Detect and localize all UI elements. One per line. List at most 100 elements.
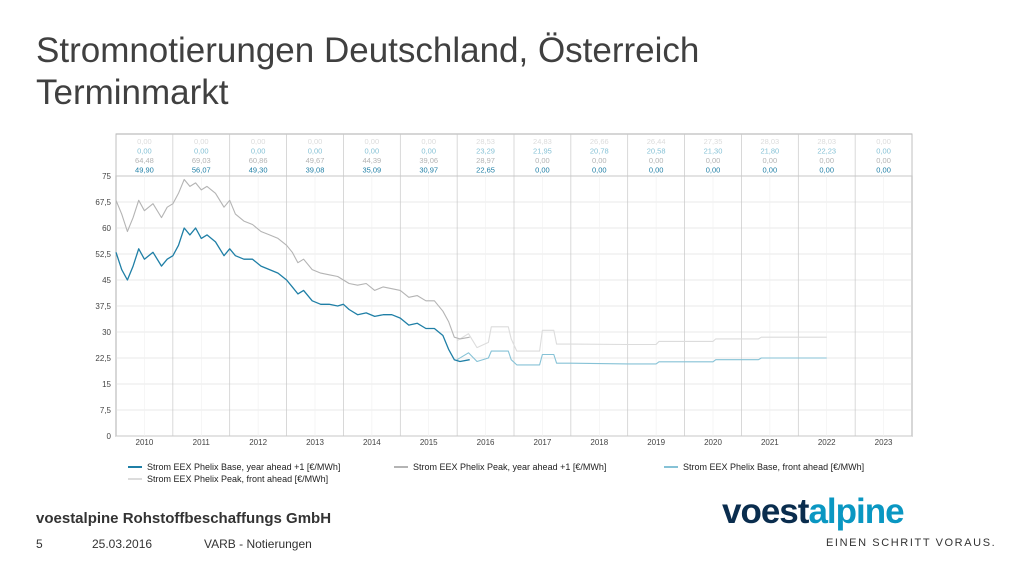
- table-value: 0,00: [251, 137, 266, 146]
- series-base-year-line: [115, 227, 470, 363]
- table-value: 21,95: [533, 147, 552, 156]
- x-tick-label: 2013: [306, 438, 324, 447]
- table-value: 0,00: [365, 147, 380, 156]
- legend-swatch: [394, 466, 408, 468]
- table-value: 26,44: [647, 137, 666, 146]
- x-tick-label: 2014: [363, 438, 381, 447]
- legend-label: Strom EEX Phelix Peak, year ahead +1 [€/…: [413, 462, 607, 472]
- footer-department: VARB - Notierungen: [204, 537, 312, 551]
- y-tick-label: 7,5: [100, 406, 112, 415]
- table-value: 0,00: [592, 166, 607, 175]
- table-value: 28,97: [476, 156, 495, 165]
- y-tick-label: 15: [102, 380, 111, 389]
- table-value: 0,00: [876, 137, 891, 146]
- legend-label: Strom EEX Phelix Base, front ahead [€/MW…: [683, 462, 865, 472]
- y-tick-label: 30: [102, 328, 111, 337]
- legend-item-base-year: Strom EEX Phelix Base, year ahead +1 [€/…: [128, 462, 340, 472]
- table-value: 20,58: [647, 147, 666, 156]
- voestalpine-logo: voestalpine: [722, 492, 905, 532]
- table-value: 0,00: [308, 147, 323, 156]
- y-tick-label: 75: [102, 172, 111, 181]
- table-value: 0,00: [251, 147, 266, 156]
- table-value: 39,08: [306, 166, 325, 175]
- table-value: 21,30: [704, 147, 723, 156]
- x-tick-label: 2011: [193, 438, 211, 447]
- x-tick-label: 2020: [704, 438, 722, 447]
- table-value: 0,00: [819, 156, 834, 165]
- table-value: 0,00: [365, 137, 380, 146]
- x-tick-label: 2012: [249, 438, 267, 447]
- y-tick-label: 45: [102, 276, 111, 285]
- table-value: 0,00: [308, 137, 323, 146]
- table-value: 24,83: [533, 137, 552, 146]
- table-value: 0,00: [876, 147, 891, 156]
- legend-label: Strom EEX Phelix Base, year ahead +1 [€/…: [147, 462, 341, 472]
- x-tick-label: 2022: [818, 438, 836, 447]
- table-value: 28,03: [817, 137, 836, 146]
- table-value: 22,23: [817, 147, 836, 156]
- slide-title: Stromnotierungen Deutschland, Österreich…: [36, 30, 699, 114]
- table-value: 0,00: [194, 147, 209, 156]
- series-base-front-line: [456, 350, 827, 366]
- price-chart: 0 7,5 15 22,5 30 37,5 45 52,5 60 67,5 75 2010 2011 20…: [95, 133, 913, 447]
- table-value: 0,00: [876, 156, 891, 165]
- company-name: voestalpine Rohstoffbeschaffungs GmbH: [36, 510, 332, 527]
- table-value: 28,53: [476, 137, 495, 146]
- legend-swatch: [128, 466, 142, 468]
- table-value: 28,03: [760, 137, 779, 146]
- table-value: 49,30: [249, 166, 268, 175]
- y-tick-label: 52,5: [95, 250, 111, 259]
- x-tick-label: 2021: [761, 438, 779, 447]
- table-value: 0,00: [649, 156, 664, 165]
- table-value: 0,00: [535, 156, 550, 165]
- x-tick-label: 2018: [590, 438, 608, 447]
- x-tick-label: 2015: [420, 438, 438, 447]
- logo-part-alpine: alpine: [808, 492, 904, 531]
- y-tick-label: 37,5: [95, 302, 111, 311]
- brand-tagline: EINEN SCHRITT VORAUS.: [826, 537, 997, 549]
- table-value: 56,07: [192, 166, 211, 175]
- table-value: 35,09: [362, 166, 381, 175]
- table-value: 49,90: [135, 166, 154, 175]
- legend-label: Strom EEX Phelix Peak, front ahead [€/MW…: [147, 474, 329, 484]
- table-value: 0,00: [194, 137, 209, 146]
- table-value: 30,97: [419, 166, 438, 175]
- title-line-2: Terminmarkt: [36, 73, 229, 112]
- table-value: 21,80: [760, 147, 779, 156]
- table-value: 20,78: [590, 147, 609, 156]
- table-value: 64,48: [135, 156, 154, 165]
- legend-item-base-front: Strom EEX Phelix Base, front ahead [€/MW…: [664, 462, 864, 472]
- table-value: 39,06: [419, 156, 438, 165]
- x-tick-label: 2017: [534, 438, 552, 447]
- table-value: 0,00: [819, 166, 834, 175]
- table-value: 27,35: [704, 137, 723, 146]
- table-value: 0,00: [649, 166, 664, 175]
- table-value: 44,39: [362, 156, 381, 165]
- series-peak-year-line: [115, 178, 470, 340]
- x-tick-label: 2019: [647, 438, 665, 447]
- table-value: 69,03: [192, 156, 211, 165]
- logo-part-voest: voest: [722, 492, 809, 531]
- table-value: 60,86: [249, 156, 268, 165]
- table-value: 0,00: [706, 166, 721, 175]
- x-tick-label: 2010: [136, 438, 154, 447]
- table-value: 0,00: [535, 166, 550, 175]
- y-tick-label: 22,5: [95, 354, 111, 363]
- table-value: 26,66: [590, 137, 609, 146]
- y-tick-label: 67,5: [95, 198, 111, 207]
- table-value: 23,29: [476, 147, 495, 156]
- table-value: 0,00: [592, 156, 607, 165]
- page-number: 5: [36, 537, 43, 551]
- series-peak-front-line: [456, 326, 827, 352]
- table-value: 22,65: [476, 166, 495, 175]
- y-tick-label: 0: [107, 432, 112, 441]
- legend-item-peak-year: Strom EEX Phelix Peak, year ahead +1 [€/…: [394, 462, 606, 472]
- footer-date: 25.03.2016: [92, 537, 153, 551]
- title-line-1: Stromnotierungen Deutschland, Österreich: [36, 31, 700, 70]
- table-value: 0,00: [421, 137, 436, 146]
- x-tick-label: 2023: [875, 438, 893, 447]
- table-value: 0,00: [763, 156, 778, 165]
- legend-swatch: [128, 478, 142, 480]
- table-value: 0,00: [876, 166, 891, 175]
- x-tick-label: 2016: [477, 438, 495, 447]
